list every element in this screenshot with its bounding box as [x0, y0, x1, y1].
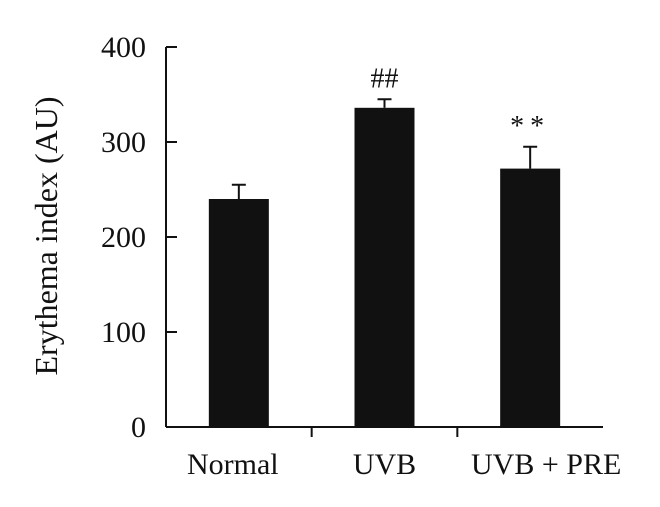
x-axis: Normal UVB UVB + PRE [166, 426, 621, 481]
significance-annotations: ## ** [371, 63, 550, 142]
x-category-label: Normal [187, 448, 279, 481]
significance-marker: ## [371, 63, 399, 94]
x-category-label: UVB [353, 448, 416, 481]
error-bars [231, 98, 538, 199]
y-axis: 0 100 200 300 400 [101, 31, 177, 444]
y-tick-label: 400 [101, 31, 146, 64]
y-axis-title: Erythema index (AU) [28, 96, 64, 375]
y-tick-label: 200 [101, 221, 146, 254]
bar [500, 168, 561, 427]
x-category-label: UVB + PRE [471, 448, 621, 481]
y-tick-label: 300 [101, 126, 146, 159]
significance-marker: ** [510, 111, 550, 142]
bars [208, 107, 561, 428]
bar [354, 107, 415, 428]
y-tick-label: 100 [101, 316, 146, 349]
y-tick-label: 0 [131, 411, 146, 444]
bar [208, 199, 269, 427]
